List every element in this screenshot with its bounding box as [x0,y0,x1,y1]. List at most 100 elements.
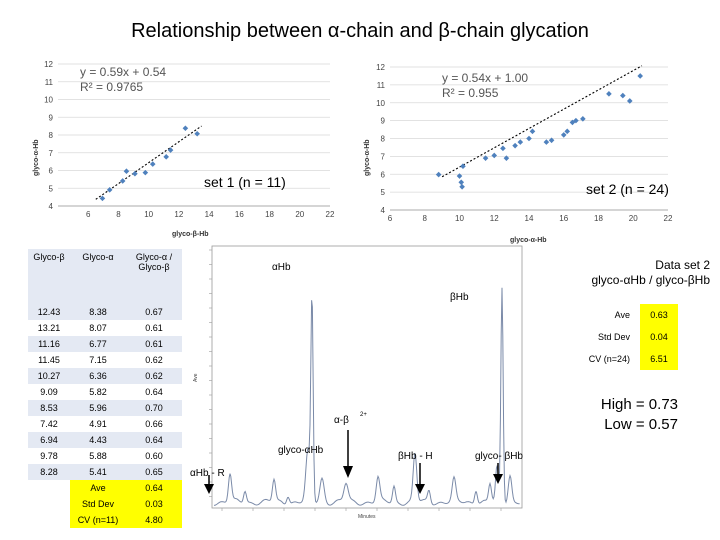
x-tick-label: 20 [295,210,304,219]
x-tick-label: 18 [594,214,603,223]
x-tick-label: 12 [174,210,183,219]
range-high: High = 0.73 [600,396,678,413]
table-cell: 8.53 [28,400,70,416]
data-point [456,173,463,179]
x-tick-label: 22 [664,214,673,223]
y-tick-label: 7 [381,152,386,161]
chart1-set-label: set 1 (n = 11) [204,174,286,190]
stat-value: 4.80 [126,512,182,528]
data-point [491,152,498,159]
table-cell: 13.21 [28,320,70,336]
table-stat-row: CV (n=11) 4.80 [28,512,182,528]
beta-h-arrowhead [415,484,425,494]
chromatogram-trace [213,287,520,506]
table-cell: 0.67 [126,304,182,320]
scatter-chart-set1: 4 5 6 7 8 9 10 11 12 6 8 10 12 14 16 18 20 22 y = 0.59x +… [33,60,335,238]
table-row: 6.94 4.43 0.64 [28,432,182,448]
stat-label: CV (n=24) [588,354,630,364]
data-set2-title-line1: Data set 2 [655,258,710,272]
data-point [106,187,113,193]
x-tick-label: 20 [629,214,638,223]
x-tick-label: 16 [559,214,568,223]
table-cell: 10.27 [28,368,70,384]
x-tick-label: 14 [525,214,534,223]
stat-value: 0.03 [126,496,182,512]
stat-value: 0.64 [126,480,182,496]
data-point [500,145,506,152]
stat-row: Std Dev 0.04 [560,326,678,348]
data-point [564,128,571,135]
table-row: 9.09 5.82 0.64 [28,384,182,400]
table-cell: 6.94 [28,432,70,448]
table-row: 12.43 8.38 0.67 [28,304,182,320]
data-point [459,183,465,190]
chromatogram-border [211,245,523,509]
y-tick-label: 5 [49,184,54,193]
table-header-cell: Glyco-α [70,249,126,304]
beta-hb-label: βHb [450,292,469,303]
glyco-ratio-table: Glyco-β Glyco-α Glyco-α / Glyco-β 12.43 8… [28,249,182,528]
x-tick-label: 10 [144,210,153,219]
table-stat-row: Std Dev 0.03 [28,496,182,512]
chart2-ylabel: glyco-α-Hb [364,139,371,176]
chart2-xlabel: glyco-α-Hb [510,237,547,244]
stat-row: Ave 0.63 [560,304,678,326]
page-title: Relationship between α-chain and β-chain… [131,20,589,42]
data-point [182,125,189,132]
data-point [132,170,138,177]
data-point [482,155,489,161]
table-cell: 5.82 [70,384,126,400]
table-row: 8.28 5.41 0.65 [28,464,182,480]
stat-label: Ave [614,310,630,320]
table-cell: 11.45 [28,352,70,368]
trendline [95,125,202,200]
x-tick-label: 10 [455,214,464,223]
stat-value: 6.51 [640,348,678,370]
stat-label: Std Dev [597,332,630,342]
table-cell: 4.91 [70,416,126,432]
chart1-xlabel: glyco-β-Hb [172,231,209,238]
table-cell: 0.64 [126,432,182,448]
data-set2-title-line2: glyco-αHb / glyco-βHb [591,273,710,287]
table-header-cell: Glyco-α / Glyco-β [126,249,182,304]
chart1-points [99,125,200,202]
y-tick-label: 9 [49,113,54,122]
y-tick-label: 9 [381,117,386,126]
x-tick-label: 6 [388,214,393,223]
data-point [163,154,169,160]
table-row: 10.27 6.36 0.62 [28,368,182,384]
data-point [167,147,174,153]
table-cell: 0.62 [126,368,182,384]
data-point [573,117,579,124]
data-point [517,139,524,145]
x-tick-label: 8 [116,210,121,219]
x-tick-label: 22 [326,210,335,219]
y-tick-label: 12 [376,63,385,72]
data-point [548,137,555,144]
table-cell: 6.77 [70,336,126,352]
alpha-beta-superscript: 2+ [360,412,367,418]
table-cell: 0.62 [126,352,182,368]
table-cell: 4.43 [70,432,126,448]
table-cell: 7.42 [28,416,70,432]
data-point [560,132,567,138]
chart2-equation: y = 0.54x + 1.00 [442,71,528,85]
stat-value: 0.04 [640,326,678,348]
table-cell: 0.70 [126,400,182,416]
chromatogram-y-axis-label: Ave [193,373,199,382]
x-tick-label: 8 [423,214,428,223]
table-row: 13.21 8.07 0.61 [28,320,182,336]
glyco-alpha-label: glyco-αHb [278,445,324,456]
data-set2-stats-container: Ave 0.63 Std Dev 0.04 CV (n=24) 6.51 [560,304,678,370]
y-tick-label: 12 [44,60,53,69]
data-point [460,163,466,170]
beta-h-label: βHb - H [398,451,433,462]
x-tick-label: 18 [265,210,274,219]
stat-value: 0.63 [640,304,678,326]
chart1-equation: y = 0.59x + 0.54 [80,65,166,79]
table-cell: 0.61 [126,336,182,352]
data-point [637,73,643,79]
data-point [580,116,586,122]
x-tick-label: 12 [490,214,499,223]
y-tick-label: 11 [45,78,54,87]
